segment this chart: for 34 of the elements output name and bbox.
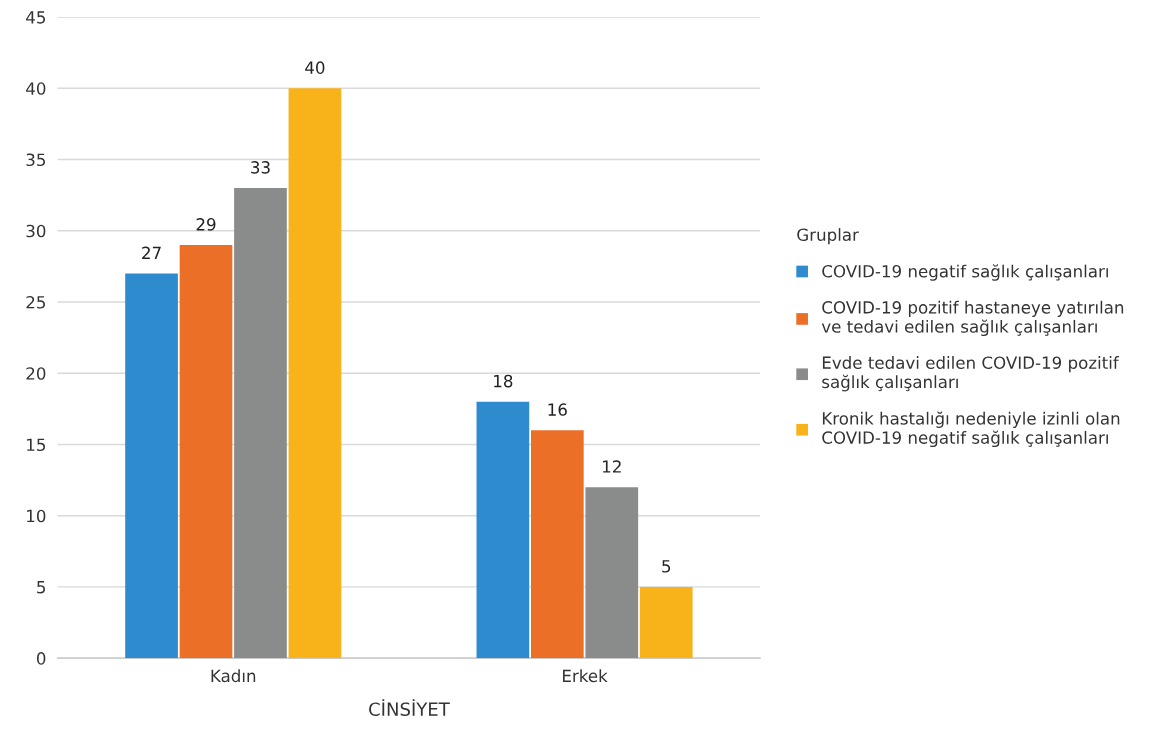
y-tick-label: 45 <box>26 11 46 24</box>
bar <box>476 401 530 659</box>
y-tick-label: 0 <box>36 652 46 665</box>
bar <box>125 273 178 659</box>
data-label: 12 <box>603 460 621 473</box>
data-label: 33 <box>251 161 270 174</box>
legend-label: COVID-19 pozitif hastaneye yatırılan ve tedavi edilen sağlık çalışanları <box>821 300 1124 337</box>
legend-label: COVID-19 negatif sağlık çalışanları <box>822 264 1108 281</box>
y-tick-label: 5 <box>37 581 46 594</box>
y-tick-label: 40 <box>26 82 46 95</box>
bar <box>585 487 639 659</box>
x-tick-label: Kadın <box>211 669 256 683</box>
data-label: 18 <box>494 374 513 388</box>
y-tick-label: 20 <box>26 367 46 380</box>
bar <box>530 430 584 659</box>
data-label: 16 <box>548 403 567 416</box>
legend-label: Evde tedavi edilen COVID-19 pozitif sağlık çalışanları <box>822 356 1120 392</box>
y-tick-label: 30 <box>26 224 46 238</box>
legend-label: Kronik hastalığı nedeniyle izinli olan COVID-19 negatif sağlık çalışanları <box>822 411 1120 448</box>
data-label: 27 <box>142 246 161 259</box>
bar <box>639 586 693 659</box>
legend-title: Gruplar <box>797 228 859 245</box>
y-tick-label: 15 <box>27 438 46 452</box>
bar <box>179 245 233 659</box>
data-label: 40 <box>305 61 325 74</box>
x-tick-label: Erkek <box>563 669 608 683</box>
bar <box>234 188 287 659</box>
y-tick-label: 10 <box>27 509 46 523</box>
y-tick-label: 35 <box>26 153 46 167</box>
data-label: 29 <box>196 218 216 231</box>
data-label: 5 <box>662 560 671 573</box>
bar <box>288 88 342 659</box>
x-axis-title: CİNSİYET <box>369 699 450 717</box>
y-tick-label: 25 <box>26 295 46 309</box>
